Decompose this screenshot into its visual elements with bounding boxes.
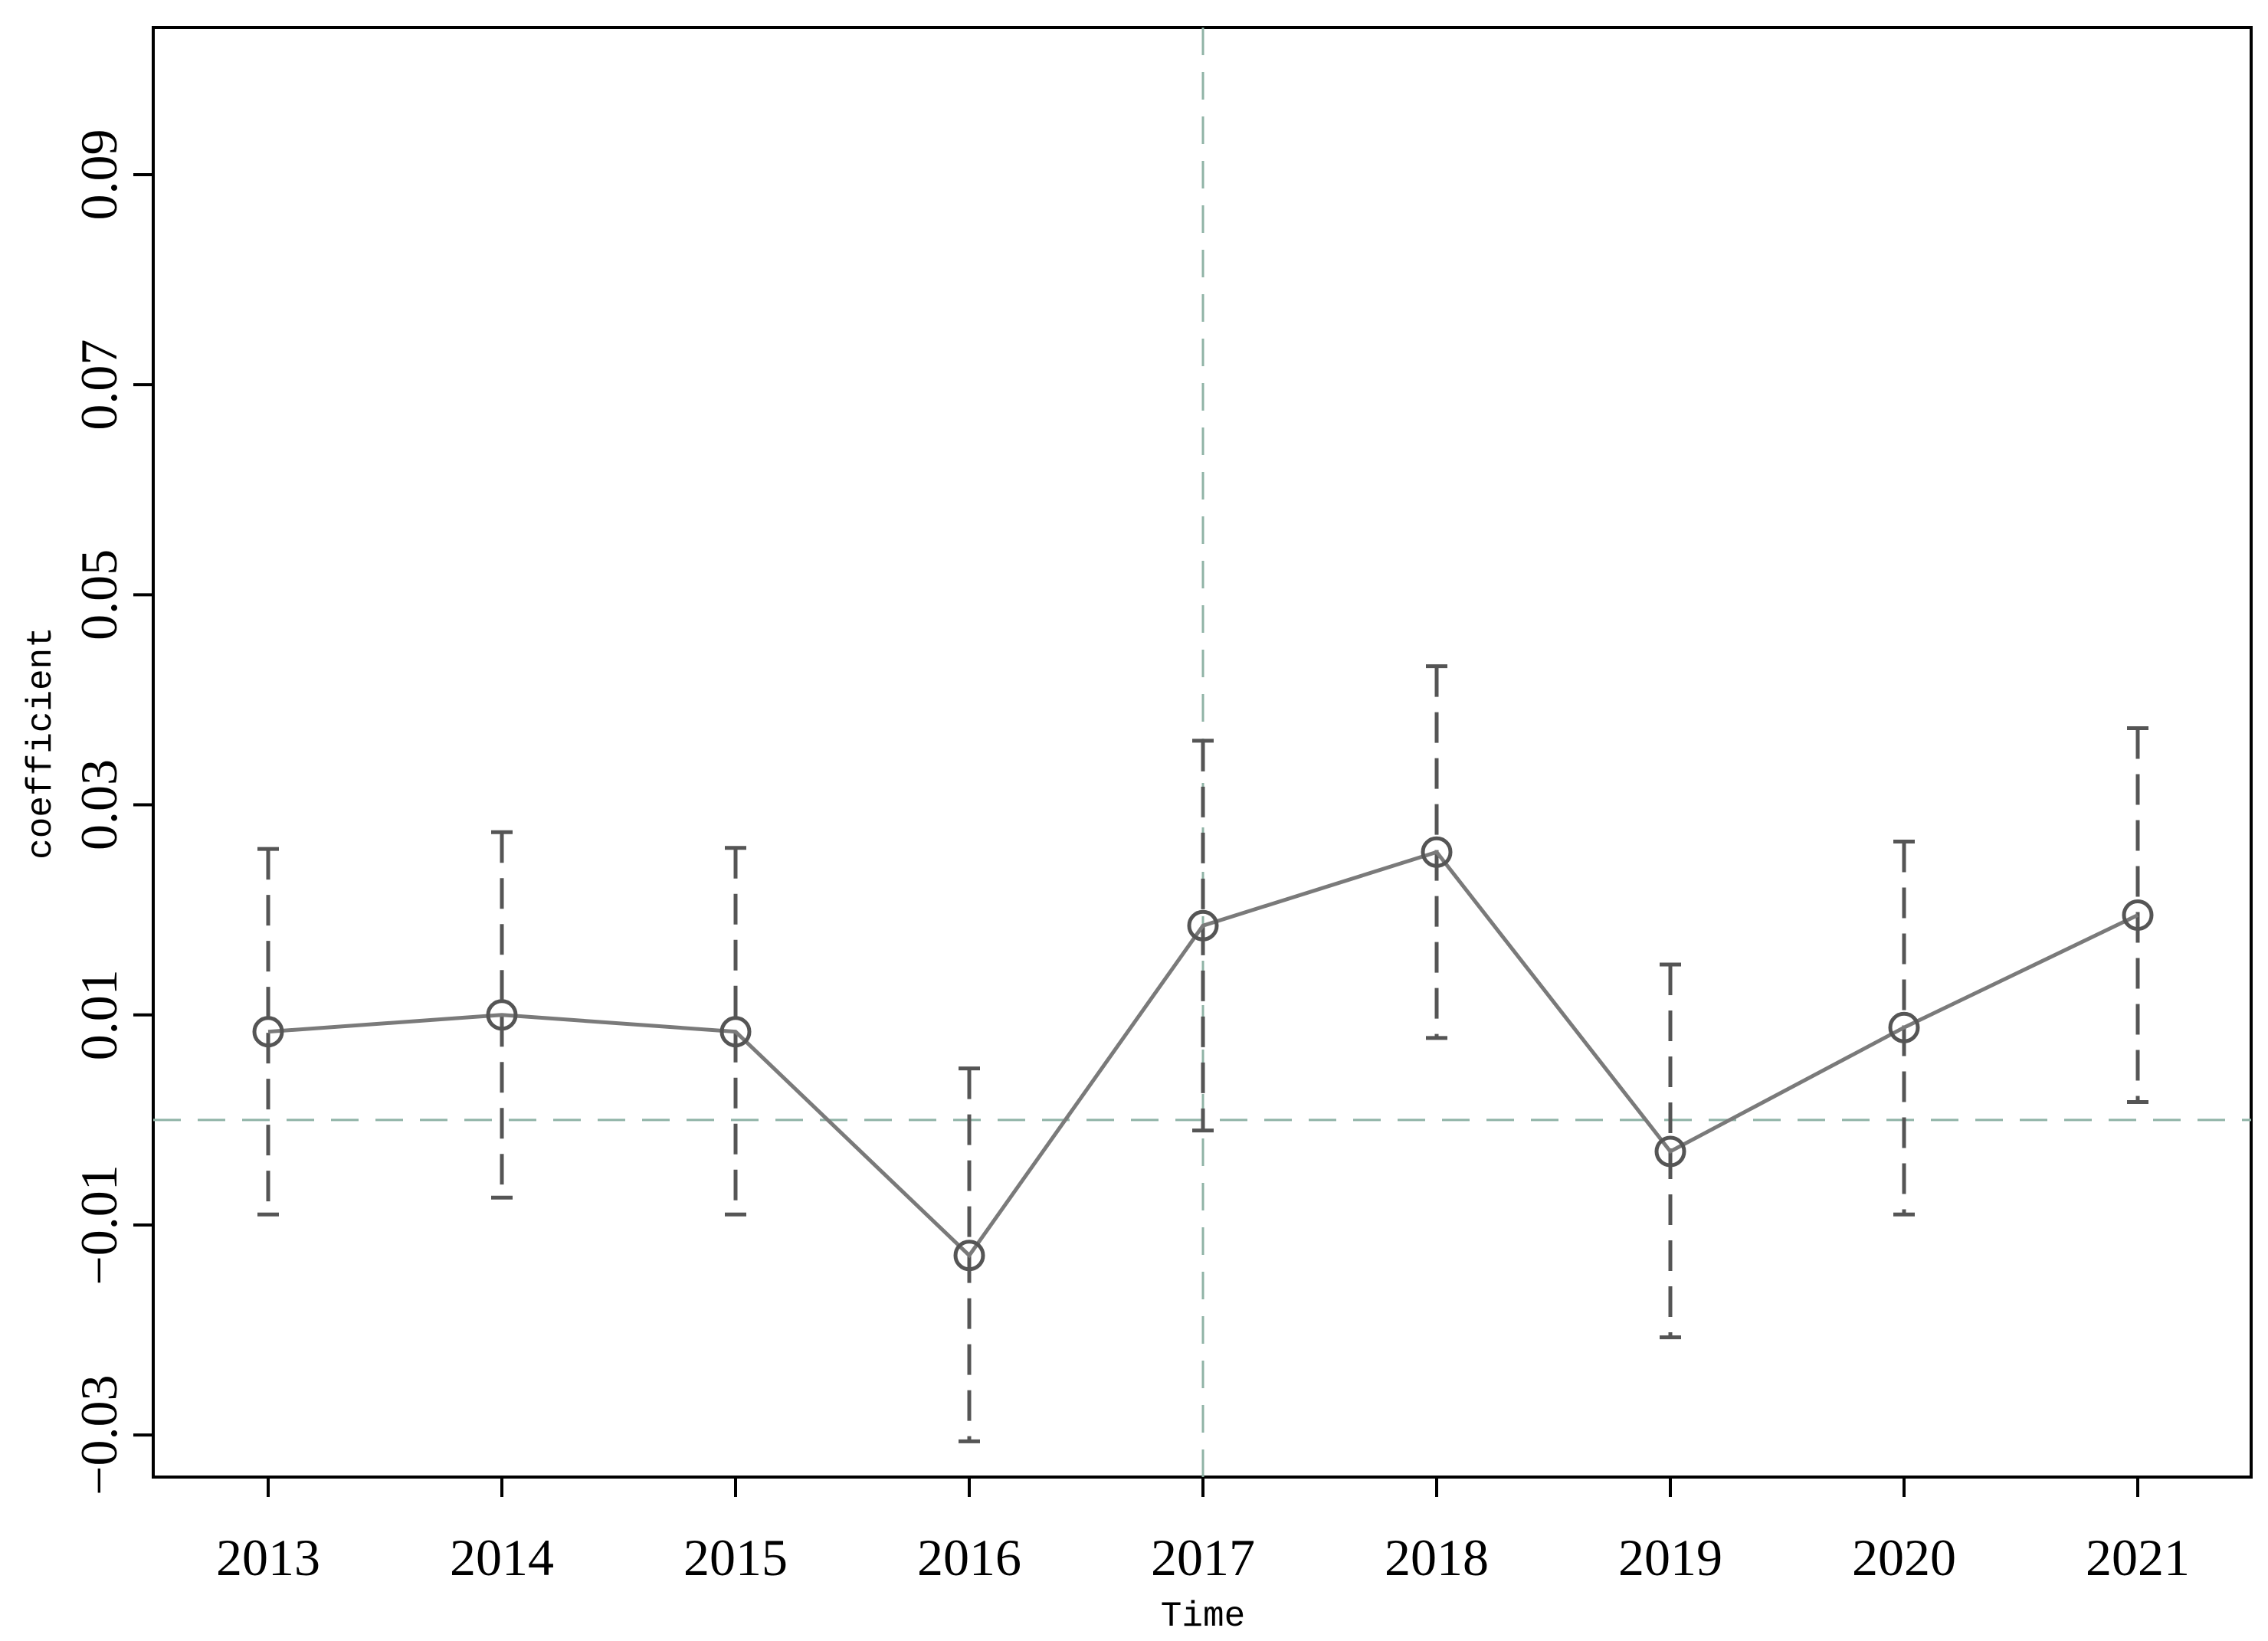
x-tick-label-2020: 2020 — [1852, 1528, 1956, 1587]
y-tick-label-3: 0.03 — [70, 759, 128, 850]
y-tick-label-6: 0.09 — [70, 129, 128, 220]
x-axis-label: Time — [1161, 1597, 1245, 1636]
y-tick-label-1: −0.01 — [70, 1164, 128, 1285]
data-point-2018 — [1421, 836, 1453, 868]
x-tick-label-2017: 2017 — [1151, 1528, 1255, 1587]
y-axis: −0.03 −0.01 0.01 0.03 0.05 0.07 0.09 — [70, 129, 153, 1495]
x-tick-label-2019: 2019 — [1618, 1528, 1722, 1587]
error-bars — [257, 664, 2148, 1443]
data-point-2019 — [1654, 1135, 1686, 1168]
x-tick-label-2016: 2016 — [917, 1528, 1021, 1587]
data-point-2020 — [1888, 1011, 1920, 1043]
x-tick-label-2014: 2014 — [450, 1528, 554, 1587]
data-point-2017 — [1187, 909, 1219, 942]
y-tick-label-2: 0.01 — [70, 969, 128, 1060]
y-tick-label-5: 0.07 — [70, 339, 128, 431]
x-tick-label-2013: 2013 — [216, 1528, 320, 1587]
series-line — [267, 850, 2139, 1259]
data-point-2021 — [2122, 899, 2154, 932]
x-tick-label-2021: 2021 — [2086, 1528, 2190, 1587]
x-tick-label-2018: 2018 — [1385, 1528, 1489, 1587]
x-tick-label-2015: 2015 — [683, 1528, 788, 1587]
data-point-2015 — [719, 1016, 752, 1048]
x-axis: 2013 2014 2015 2016 2017 2018 2019 2020 2021 — [216, 1477, 2190, 1587]
data-point-2013 — [252, 1016, 284, 1048]
series-group — [252, 836, 2154, 1272]
y-axis-label: coefficient — [21, 627, 61, 860]
data-point-2014 — [486, 999, 518, 1031]
y-tick-label-0: −0.03 — [70, 1374, 128, 1495]
data-point-2016 — [953, 1240, 985, 1272]
y-tick-label-4: 0.05 — [70, 549, 128, 640]
